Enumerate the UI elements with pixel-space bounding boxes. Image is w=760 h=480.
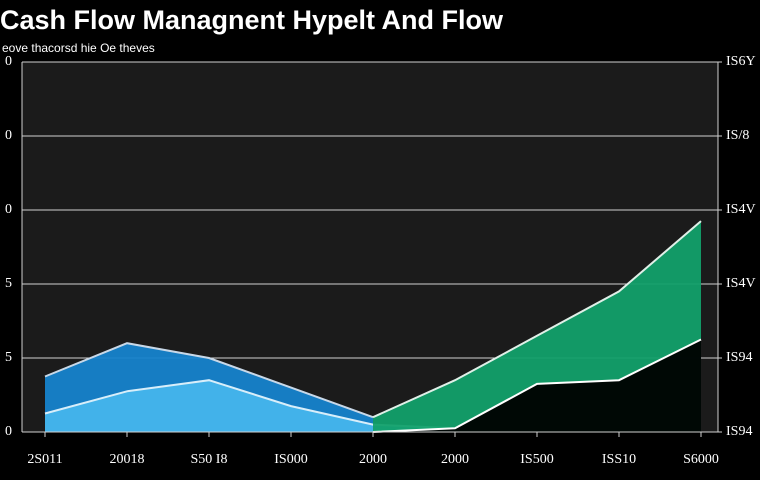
y-tick-label: 0 [5, 128, 12, 143]
y2-tick-label: IS6Y [726, 54, 756, 69]
area-line [372, 220, 702, 419]
y-tick-label: 5 [5, 276, 12, 291]
x-tick-label: 20018 [110, 452, 145, 467]
x-tick-label: S50 I8 [191, 452, 228, 467]
x-tick-label: S6000 [683, 452, 719, 467]
x-tick-label: IS000 [274, 452, 307, 467]
y2-tick-label: IS94 [726, 424, 752, 439]
y-tick-label: 0 [5, 202, 12, 217]
x-tick-label: 2000 [441, 452, 469, 467]
x-tick-label: IS500 [520, 452, 553, 467]
y-tick-label: 5 [5, 350, 12, 365]
y-tick-label: 0 [5, 54, 12, 69]
chart-title: Cash Flow Managnent Hypelt And Flow [0, 5, 504, 35]
area-line [44, 342, 374, 419]
area-line [372, 338, 702, 433]
y2-tick-label: IS/8 [726, 128, 749, 143]
x-tick-label: 2S011 [27, 452, 62, 467]
chart-subtitle: eove thacorsd hie Oe theves [2, 41, 155, 55]
y-tick-label: 0 [5, 424, 12, 439]
x-tick-label: 2000 [359, 452, 387, 467]
area [45, 380, 455, 432]
y2-tick-label: IS94 [726, 350, 752, 365]
y2-tick-label: IS4V [726, 276, 756, 291]
area [373, 339, 701, 432]
x-tick-label: ISS10 [602, 452, 636, 467]
y2-tick-label: IS4V [726, 202, 756, 217]
